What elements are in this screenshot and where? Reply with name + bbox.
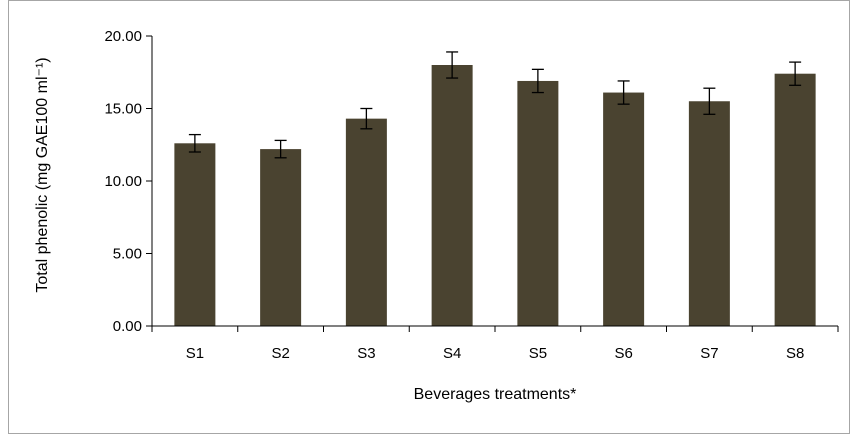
y-tick-label: 5.00 <box>113 246 142 263</box>
y-axis-ticks: 0.00 5.00 10.00 15.00 20.00 <box>104 28 152 335</box>
y-tick-label: 15.00 <box>104 101 142 118</box>
x-axis-ticks: S1 S2 S3 S4 S5 S6 S7 S8 <box>151 326 839 362</box>
x-tick-label: S3 <box>357 345 375 362</box>
x-tick-label: S7 <box>700 345 718 362</box>
bar-s1 <box>174 143 216 326</box>
x-axis-label: Beverages treatments* <box>414 386 577 403</box>
y-axis-label: Total phenolic (mg GAE100 ml⁻¹) <box>34 57 51 292</box>
x-tick-label: S8 <box>786 345 804 362</box>
bar-s5 <box>517 80 559 326</box>
x-tick-label: S5 <box>529 345 547 362</box>
bar-s3 <box>345 118 387 327</box>
bar-s2 <box>260 149 302 326</box>
bar-s4 <box>431 65 473 326</box>
y-tick-label: 20.00 <box>104 28 142 45</box>
bar-s6 <box>603 92 645 326</box>
y-tick-label: 10.00 <box>104 173 142 190</box>
bar-s8 <box>774 73 816 326</box>
y-tick-label: 0.00 <box>113 318 142 335</box>
bars <box>174 65 816 327</box>
x-tick-label: S1 <box>186 345 204 362</box>
error-bars <box>188 51 802 159</box>
x-tick-label: S2 <box>271 345 289 362</box>
x-tick-label: S6 <box>614 345 632 362</box>
bar-s7 <box>688 101 730 326</box>
x-tick-label: S4 <box>443 345 461 362</box>
